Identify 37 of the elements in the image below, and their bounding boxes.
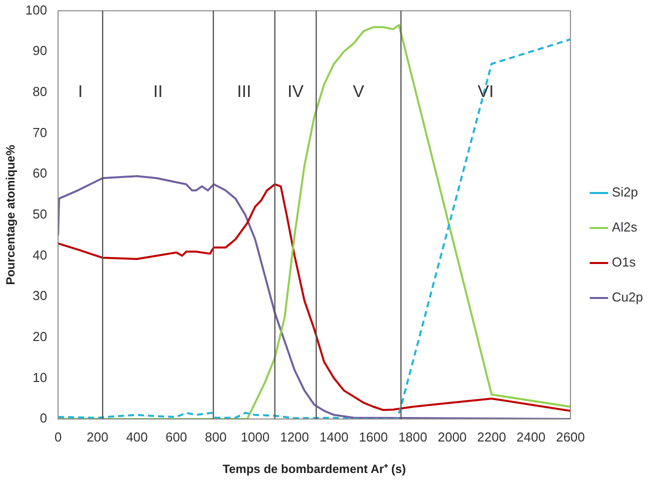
x-tick-label: 1200 — [280, 429, 310, 444]
x-tick-label: 2600 — [556, 429, 585, 444]
y-tick-label: 40 — [32, 247, 48, 262]
x-tick-label: 2000 — [438, 429, 467, 444]
y-tick-label: 60 — [32, 166, 48, 181]
legend-label: Cu2p — [612, 290, 643, 305]
annotation: I — [78, 82, 83, 102]
y-tick-label: 50 — [32, 206, 48, 222]
y-tick-label: 90 — [32, 43, 48, 58]
y-tick-label: 70 — [32, 124, 48, 140]
legend-label: O1s — [612, 254, 636, 270]
y-tick-label: 20 — [32, 328, 48, 344]
y-tick-label: 0 — [40, 410, 48, 426]
x-tick-label: 1600 — [358, 429, 388, 444]
x-tick-label: 1800 — [398, 429, 428, 444]
legend-label: Al2s — [612, 220, 638, 235]
annotation: II — [153, 82, 163, 102]
x-tick-label: 400 — [126, 429, 148, 444]
x-tick-label: 800 — [204, 429, 227, 444]
legend-label: Si2p — [612, 184, 638, 200]
y-tick-label: 100 — [25, 2, 48, 18]
x-tick-label: 1000 — [240, 429, 270, 444]
y-axis-title: Pourcentage atomique% — [4, 144, 18, 285]
annotation: V — [352, 82, 365, 102]
y-tick-label: 80 — [32, 84, 48, 100]
x-tick-label: 2400 — [516, 429, 546, 444]
y-tick-label: 10 — [32, 370, 48, 385]
x-tick-label: 1400 — [320, 429, 348, 444]
x-tick-label: 2200 — [477, 429, 506, 444]
annotation: III — [237, 82, 252, 102]
x-tick-label: 600 — [165, 429, 188, 444]
annotation: IV — [288, 82, 304, 102]
y-tick-label: 30 — [32, 288, 48, 304]
x-tick-label: 200 — [86, 429, 108, 444]
annotation: VI — [478, 82, 494, 102]
x-axis-title: Temps de bombardement Ar⁺ (s) — [222, 462, 406, 476]
x-tick-label: 0 — [54, 429, 62, 444]
